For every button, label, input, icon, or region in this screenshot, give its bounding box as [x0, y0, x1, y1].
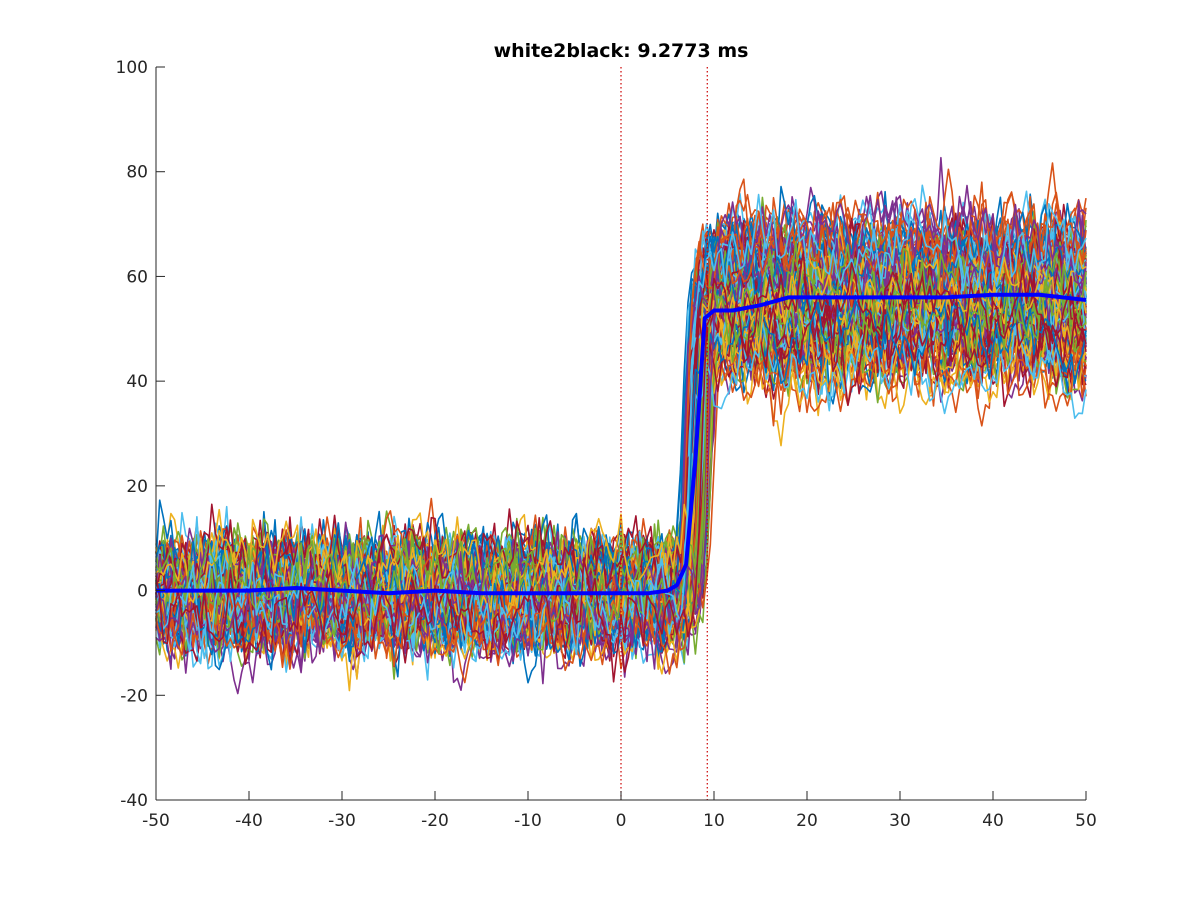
x-tick-label: 0: [616, 811, 627, 831]
chart-title: white2black: 9.2773 ms: [494, 40, 749, 62]
x-tick-label: -50: [142, 811, 170, 831]
trace-line: [155, 184, 1087, 670]
y-tick-label: -40: [120, 791, 148, 811]
x-tick-label: 20: [796, 811, 818, 831]
x-tick-label: -10: [514, 811, 542, 831]
y-tick-label: -20: [120, 686, 148, 706]
y-tick-label: 80: [126, 163, 148, 183]
x-tick-label: 30: [889, 811, 911, 831]
trace-line: [155, 203, 1087, 684]
trace-line: [155, 193, 1087, 662]
x-tick-label: -40: [235, 811, 263, 831]
y-tick-label: 0: [137, 582, 148, 602]
y-tick-label: 40: [126, 372, 148, 392]
mean-line-group: [156, 292, 1087, 596]
y-tick-label: 100: [116, 58, 148, 78]
individual-traces: [155, 156, 1087, 695]
x-tick-label: -20: [421, 811, 449, 831]
x-tick-label: 40: [982, 811, 1004, 831]
y-tick-label: 20: [126, 477, 148, 497]
trace-line: [155, 250, 1087, 683]
x-tick-label: -30: [328, 811, 356, 831]
x-tick-label: 50: [1075, 811, 1097, 831]
axes: -50 -40 -30 -20 -10 0 10 20 30 40 50-40-2002040608…: [116, 58, 1097, 831]
trace-line: [155, 333, 1087, 672]
trace-line: [155, 243, 1087, 626]
y-tick-label: 60: [126, 267, 148, 287]
mean-line: [156, 292, 1087, 596]
x-tick-label: 10: [703, 811, 725, 831]
